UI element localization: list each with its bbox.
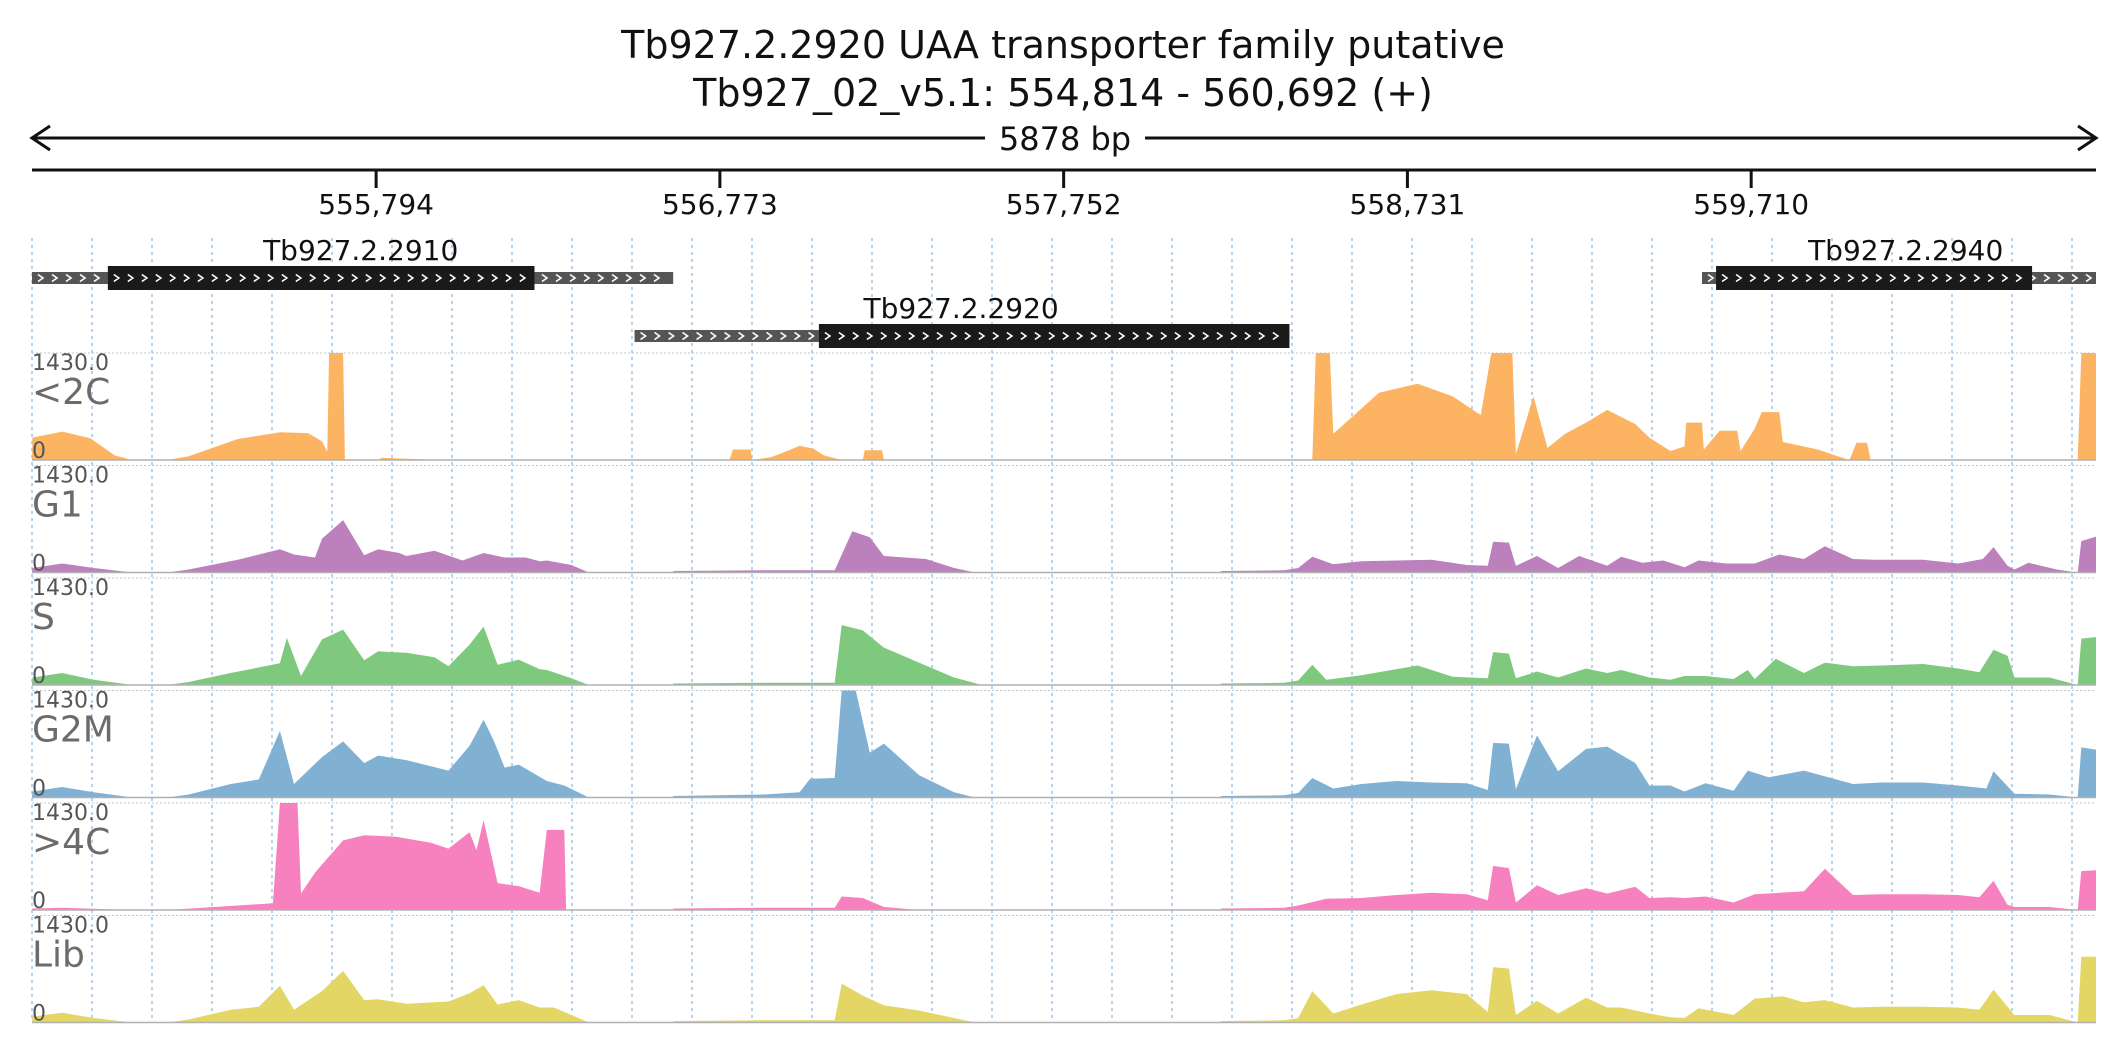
track-max-label: 1430.0 <box>32 464 109 489</box>
track-min-label: 0 <box>32 439 46 464</box>
axis-tick-label: 557,752 <box>1006 188 1122 221</box>
gene-model[interactable]: Tb927.2.2940 <box>1702 234 2096 290</box>
figure-title: Tb927.2.2920 UAA transporter family puta… <box>620 23 1505 67</box>
span-arrow-right <box>2077 124 2099 152</box>
track-min-label: 0 <box>32 889 46 914</box>
track-name: S <box>32 597 55 638</box>
track-name: G1 <box>32 485 83 526</box>
track-max-label: 1430.0 <box>32 576 109 601</box>
coverage-area <box>32 803 2096 910</box>
gene-model[interactable]: Tb927.2.2920 <box>634 292 1290 348</box>
track-name: Lib <box>32 935 85 976</box>
strand-chevrons <box>1721 273 2023 283</box>
gene-model[interactable]: Tb927.2.2910 <box>32 234 674 290</box>
coverage-tracks: 1430.0<2C01430.0G101430.0S01430.0G2M0143… <box>32 351 2096 1027</box>
span-arrow-left <box>29 124 51 152</box>
coverage-area <box>32 625 2096 685</box>
gene-label: Tb927.2.2940 <box>1807 234 2003 267</box>
coverage-area <box>32 956 2096 1023</box>
track-3: 1430.0S 0 <box>32 576 2096 689</box>
track-1: 1430.0<2C 0 <box>32 351 2096 464</box>
axis-tick-label: 556,773 <box>662 188 778 221</box>
track-max-label: 1430.0 <box>32 801 109 826</box>
gene-label: Tb927.2.2920 <box>863 292 1059 325</box>
track-name: <2C <box>32 372 110 413</box>
gene-annotations: Tb927.2.2910 Tb927.2.2920 Tb927.2.2940 <box>32 234 2096 348</box>
span-ruler: 5878 bp <box>29 120 2099 158</box>
strand-chevrons <box>824 331 1280 341</box>
track-min-label: 0 <box>32 777 46 802</box>
axis-tick-label: 558,731 <box>1350 188 1466 221</box>
track-min-label: 0 <box>32 1002 46 1027</box>
coverage-area <box>32 520 2096 573</box>
track-min-label: 0 <box>32 552 46 577</box>
track-name: >4C <box>32 822 110 863</box>
track-max-label: 1430.0 <box>32 351 109 376</box>
coverage-area <box>32 690 2096 798</box>
gene-label: Tb927.2.2910 <box>262 234 458 267</box>
axis-ticks: 555,794 556,773 557,752 558,731 559,710 <box>318 170 1809 221</box>
track-5: 1430.0>4C 0 <box>32 801 2096 914</box>
axis-tick-label: 559,710 <box>1693 188 1809 221</box>
figure-subtitle: Tb927_02_v5.1: 554,814 - 560,692 (+) <box>692 71 1433 115</box>
track-min-label: 0 <box>32 664 46 689</box>
track-2: 1430.0G1 0 <box>32 464 2096 577</box>
strand-chevrons <box>113 273 527 283</box>
track-max-label: 1430.0 <box>32 914 109 939</box>
gene-cds <box>1716 266 2033 290</box>
span-label: 5878 bp <box>999 120 1131 158</box>
coverage-area <box>32 353 2096 460</box>
track-max-label: 1430.0 <box>32 689 109 714</box>
gene-cds <box>107 266 535 290</box>
axis-tick-label: 555,794 <box>318 188 434 221</box>
track-name: G2M <box>32 710 114 751</box>
